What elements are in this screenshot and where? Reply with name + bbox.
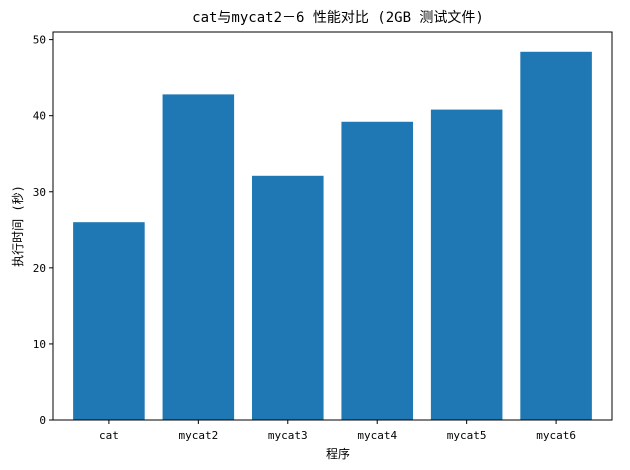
y-axis-ticks: 0 10 20 30 40 50 <box>33 34 53 427</box>
x-axis-label: 程序 <box>326 446 350 461</box>
bar-mycat4 <box>341 121 413 420</box>
y-tick-label: 10 <box>33 338 46 351</box>
bars-group <box>73 51 592 421</box>
y-tick-label: 0 <box>39 414 46 427</box>
x-tick-label: mycat2 <box>178 429 218 442</box>
x-tick-label: mycat3 <box>268 429 308 442</box>
x-tick-label: cat <box>99 429 119 442</box>
y-tick-label: 20 <box>33 262 46 275</box>
bar-mycat3 <box>252 175 324 420</box>
x-tick-label: mycat4 <box>357 429 397 442</box>
x-axis-ticks: cat mycat2 mycat3 mycat4 mycat5 mycat6 <box>99 420 576 442</box>
x-tick-label: mycat5 <box>447 429 487 442</box>
y-tick-label: 30 <box>33 186 46 199</box>
x-tick-label: mycat6 <box>536 429 576 442</box>
y-tick-label: 40 <box>33 110 46 123</box>
y-axis-label: 执行时间 (秒) <box>11 185 25 267</box>
bar-cat <box>73 222 145 420</box>
bar-mycat2 <box>162 94 235 421</box>
chart-title: cat与mycat2－6 性能对比 (2GB 测试文件) <box>192 10 484 26</box>
bar-mycat6 <box>520 51 592 420</box>
y-tick-label: 50 <box>33 34 46 47</box>
bar-mycat5 <box>430 109 503 420</box>
plot-frame <box>52 31 613 421</box>
